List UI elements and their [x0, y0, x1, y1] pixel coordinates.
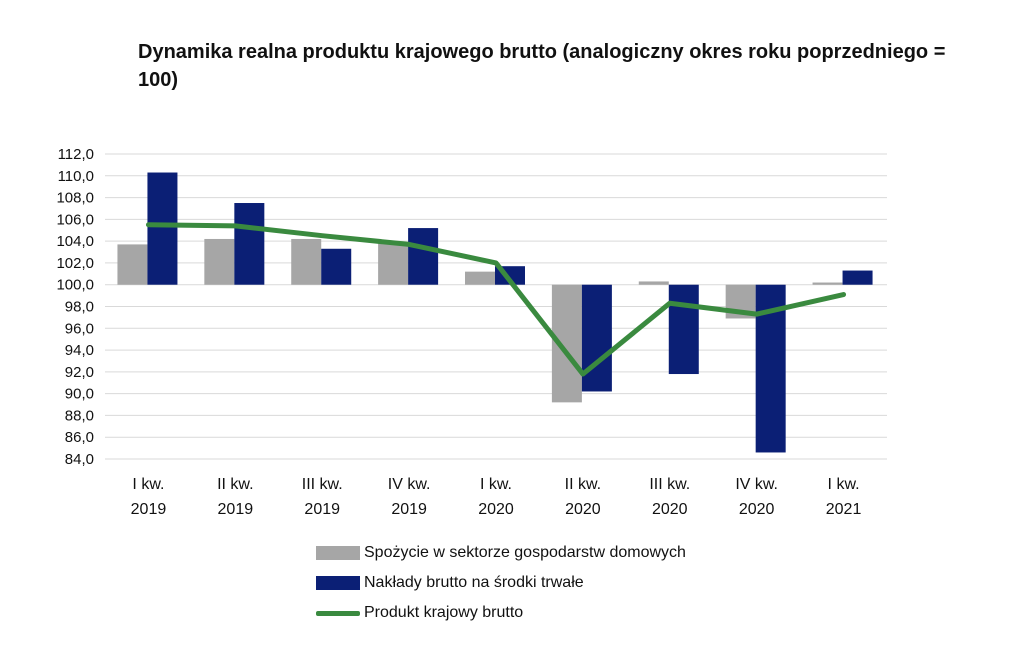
x-tick-label: 2019: [304, 501, 340, 518]
bar-investment: [668, 284, 699, 375]
y-tick-label: 98,0: [65, 299, 94, 316]
y-tick-label: 88,0: [65, 407, 94, 424]
x-tick-label: I kw.: [480, 476, 512, 493]
x-tick-label: I kw.: [132, 476, 164, 493]
legend-item-consumption: Spożycie w sektorze gospodarstw domowych: [316, 538, 686, 568]
bar-investment: [321, 248, 352, 285]
y-tick-label: 112,0: [58, 146, 94, 163]
line-gdp: [145, 222, 847, 377]
bar-investment: [408, 228, 439, 285]
x-tick-label: 2019: [131, 501, 167, 518]
y-tick-label: 84,0: [65, 451, 94, 468]
legend-item-investment: Nakłady brutto na środki trwałe: [316, 568, 686, 598]
legend-label-gdp: Produkt krajowy brutto: [364, 604, 524, 621]
bar-investment: [842, 270, 873, 285]
y-tick-label: 96,0: [65, 320, 94, 337]
y-tick-label: 94,0: [65, 342, 94, 359]
bar-consumption: [204, 238, 235, 285]
legend-label-investment: Nakłady brutto na środki trwałe: [364, 574, 584, 591]
legend: Spożycie w sektorze gospodarstw domowych…: [316, 538, 686, 628]
x-tick-label: 2020: [652, 501, 688, 518]
y-tick-label: 86,0: [65, 429, 94, 446]
x-tick-label: 2021: [826, 501, 862, 518]
x-tick-label: III kw.: [649, 476, 690, 493]
legend-swatch-gdp: [316, 610, 360, 616]
y-tick-label: 102,0: [56, 255, 94, 272]
legend-swatch-investment: [316, 576, 360, 590]
x-tick-label: IV kw.: [388, 476, 431, 493]
legend-swatch-consumption: [316, 546, 360, 560]
y-tick-label: 110,0: [58, 168, 94, 185]
bar-consumption: [638, 281, 669, 285]
legend-label-consumption: Spożycie w sektorze gospodarstw domowych: [364, 544, 686, 561]
x-tick-label: I kw.: [828, 476, 860, 493]
y-tick-label: 108,0: [56, 190, 94, 207]
x-tick-label: 2020: [565, 501, 601, 518]
x-tick-label: IV kw.: [735, 476, 778, 493]
chart-title: Dynamika realna produktu krajowego brutt…: [138, 41, 946, 91]
bar-consumption: [378, 243, 409, 285]
y-tick-label: 104,0: [56, 233, 94, 250]
legend-item-gdp: Produkt krajowy brutto: [316, 598, 686, 628]
y-tick-label: 90,0: [65, 386, 94, 403]
bar-investment: [234, 203, 265, 285]
x-tick-label: II kw.: [565, 476, 601, 493]
bar-consumption: [812, 282, 843, 285]
y-tick-label: 100,0: [56, 277, 94, 294]
x-tick-label: 2020: [739, 501, 775, 518]
bar-consumption: [465, 271, 495, 285]
x-tick-label: 2020: [478, 501, 514, 518]
y-tick-label: 92,0: [65, 364, 94, 381]
x-tick-label: II kw.: [217, 476, 253, 493]
bar-consumption: [291, 238, 322, 285]
x-tick-label: 2019: [218, 501, 254, 518]
y-tick-label: 106,0: [56, 211, 94, 228]
x-tick-label: III kw.: [302, 476, 343, 493]
bar-consumption: [117, 244, 148, 285]
bar-investment: [147, 172, 178, 285]
bar-investment: [581, 284, 612, 392]
x-tick-label: 2019: [391, 501, 427, 518]
